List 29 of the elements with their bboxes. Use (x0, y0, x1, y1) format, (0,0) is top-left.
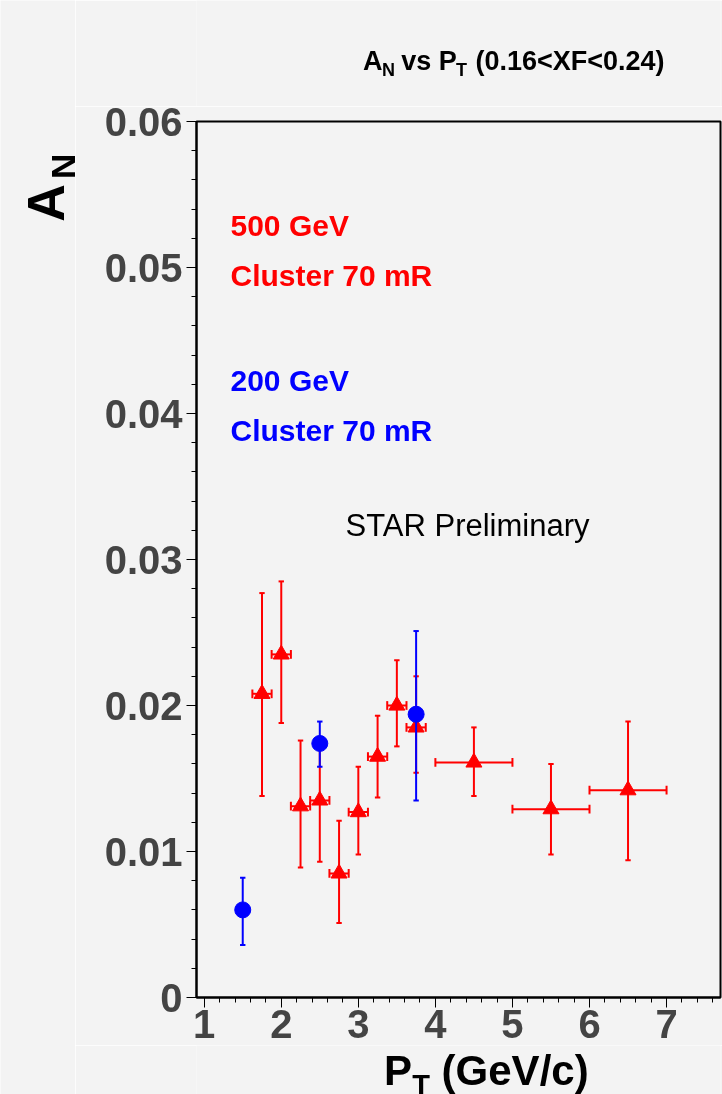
point (349, 802, 367, 818)
point (292, 796, 310, 812)
point (388, 695, 406, 711)
point (369, 746, 387, 762)
y-tick-label: 0.01 (104, 829, 183, 874)
point (272, 644, 290, 660)
x-tick-label: 3 (347, 1001, 370, 1046)
y-tick-label: 0 (160, 975, 183, 1020)
x-tick-label: 4 (424, 1001, 448, 1046)
y-tick-label: 0.03 (104, 537, 183, 582)
y-tick-label: 0.06 (104, 99, 183, 144)
annotation: STAR Preliminary (345, 508, 591, 543)
point (407, 705, 425, 723)
point (465, 752, 483, 768)
y-tick-label: 0.02 (104, 683, 183, 728)
x-tick-label: 7 (655, 1001, 678, 1046)
text: 500 GeV Cluster 70 mR (230, 209, 433, 292)
y-tick-label: 0.05 (104, 245, 183, 290)
point (542, 799, 560, 815)
x-tick-label: 5 (501, 1001, 524, 1046)
x-tick-label: 1 (193, 1001, 216, 1046)
x-tick-label: 2 (270, 1001, 293, 1046)
point (330, 863, 348, 879)
x-tick-label: 6 (578, 1001, 601, 1046)
y-tick-label: 0.04 (104, 391, 184, 436)
point (311, 734, 329, 752)
point (619, 780, 637, 796)
point (253, 684, 271, 699)
text: 200 GeV Cluster 70 mR (230, 364, 433, 447)
